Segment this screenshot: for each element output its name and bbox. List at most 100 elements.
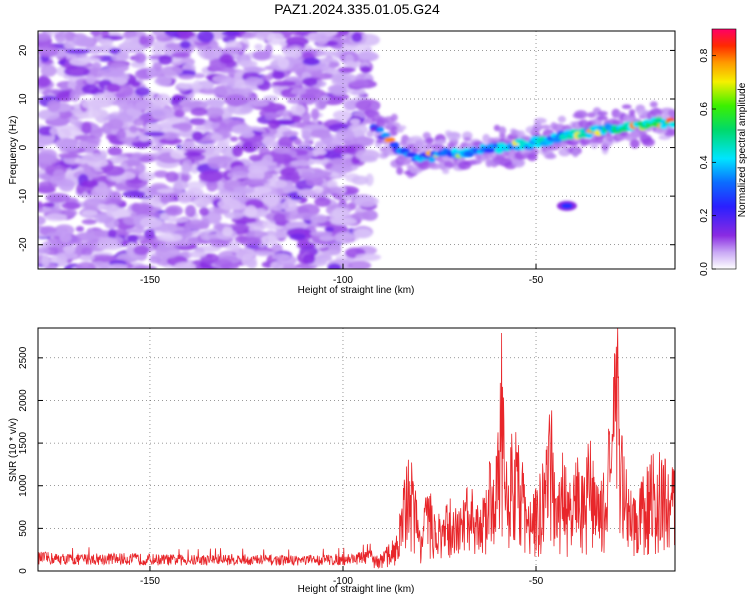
spectrogram-cell xyxy=(262,194,280,207)
spectrogram-cell xyxy=(63,42,77,50)
spectrogram-cell xyxy=(46,232,62,237)
spectrogram-cell xyxy=(138,135,150,142)
spectrogram-cell xyxy=(170,149,189,160)
snr-gridlines xyxy=(38,328,675,572)
spectrogram-cell xyxy=(81,179,99,188)
spectrogram-cell xyxy=(117,99,133,110)
spectrogram-cell xyxy=(190,107,208,117)
spectrogram-cell xyxy=(197,31,215,43)
spectrogram-cell xyxy=(146,67,157,78)
spectrogram-cell xyxy=(241,32,257,39)
spectrogram-cell xyxy=(81,247,93,257)
spectrogram-cell xyxy=(210,133,223,141)
spectrogram-cell xyxy=(165,117,186,123)
spectrogram-cell xyxy=(331,218,358,226)
spectrogram-cell xyxy=(212,74,232,84)
spectrogram-cell xyxy=(45,193,71,203)
spectrogram-cell xyxy=(190,163,200,174)
spectrogram-cell xyxy=(107,146,123,156)
colorbar-label: Normalized spectral amplitude xyxy=(737,82,748,217)
spectrogram-cell xyxy=(252,50,271,61)
spectrogram-cell xyxy=(330,73,357,84)
spectrogram-cell xyxy=(61,201,81,210)
spectrogram-cell xyxy=(38,109,60,121)
spectrogram-cell xyxy=(158,223,177,234)
spectrogram-cell xyxy=(38,247,51,254)
spectrogram-cell xyxy=(49,127,58,135)
spectrogram-cell xyxy=(76,261,96,269)
spectrogram-cell xyxy=(314,197,331,207)
spectrogram-cell xyxy=(38,44,59,58)
colorbar-tick-label: 0.6 xyxy=(699,102,710,116)
spectrogram-y-tick-label: -20 xyxy=(18,237,29,252)
spectrogram-cell xyxy=(560,202,573,209)
spectrogram-cell xyxy=(173,180,189,190)
spectrogram-cell xyxy=(402,148,411,153)
snr-x-tick-label: -150 xyxy=(140,576,160,587)
spectrogram-cell xyxy=(428,163,442,170)
spectrogram-cell xyxy=(38,181,53,189)
spectrogram-cell xyxy=(107,118,124,130)
spectrogram-cell xyxy=(86,137,101,144)
spectrogram-cell xyxy=(629,138,640,149)
spectrogram-cell xyxy=(302,253,316,265)
spectrogram-cell xyxy=(219,53,234,64)
spectrogram-cell xyxy=(483,148,496,153)
snr-y-tick-label: 0 xyxy=(18,568,29,574)
spectrogram-cell xyxy=(293,138,302,146)
spectrogram-cell xyxy=(244,205,258,218)
spectrogram-cell xyxy=(181,162,191,175)
spectrogram-cell xyxy=(247,169,265,182)
spectrogram-cell xyxy=(343,60,358,67)
spectrogram-cell xyxy=(177,31,193,38)
spectrogram-cell xyxy=(38,153,58,164)
spectrogram-cell xyxy=(353,228,372,239)
spectrogram-cell xyxy=(178,74,195,80)
spectrogram-frame xyxy=(37,30,676,270)
spectrogram-cell xyxy=(207,156,233,164)
spectrogram-cell xyxy=(229,136,239,142)
spectrogram-y-ticks: -20 -10 0 10 20 xyxy=(18,44,675,252)
spectrogram-cell xyxy=(204,233,225,240)
spectrogram-cell xyxy=(156,188,176,194)
snr-y-tick-label: 1000 xyxy=(18,474,29,497)
spectrogram-cell xyxy=(333,145,356,154)
snr-x-axis-label: Height of straight line (km) xyxy=(298,584,415,595)
spectrogram-cell xyxy=(442,169,450,174)
spectrogram-cell xyxy=(104,217,119,230)
spectrogram-cell xyxy=(149,255,162,264)
spectrogram-cell xyxy=(47,99,61,112)
spectrogram-cell xyxy=(337,67,356,73)
spectrogram-cell xyxy=(172,104,183,111)
spectrogram-cell xyxy=(672,121,675,126)
spectrogram-cell xyxy=(591,118,603,128)
spectrogram-cell xyxy=(268,119,281,129)
spectrogram-cell xyxy=(106,83,121,93)
spectrogram-cell xyxy=(106,133,115,140)
spectrogram-cell xyxy=(127,234,139,243)
colorbar-ticks: 0.0 0.2 0.4 0.6 0.8 xyxy=(699,48,716,276)
spectrogram-cell xyxy=(241,131,255,138)
spectrogram-cell xyxy=(300,172,318,180)
spectrogram-cell xyxy=(179,40,191,49)
spectrogram-cell xyxy=(191,131,204,141)
spectrogram-cell xyxy=(173,261,197,269)
spectrogram-cell xyxy=(146,120,159,134)
spectrogram-cell xyxy=(98,237,119,247)
spectrogram-cell xyxy=(133,245,149,256)
spectrogram-cell xyxy=(262,136,275,147)
spectrogram-cell xyxy=(580,138,593,145)
spectrogram-cell xyxy=(199,207,210,216)
spectrogram-cell xyxy=(92,92,117,104)
spectrogram-cell xyxy=(60,145,79,152)
spectrogram-cell xyxy=(178,122,193,132)
spectrogram-cell xyxy=(596,115,608,121)
colorbar-tick-label: 0.8 xyxy=(699,48,710,62)
spectrogram-cell xyxy=(38,207,64,214)
spectrogram-cell xyxy=(272,253,290,261)
spectrogram-cell xyxy=(668,109,675,117)
snr-x-tick-label: -100 xyxy=(333,576,353,587)
spectrogram-cell xyxy=(139,35,148,46)
snr-x-tick-label: -50 xyxy=(529,576,544,587)
